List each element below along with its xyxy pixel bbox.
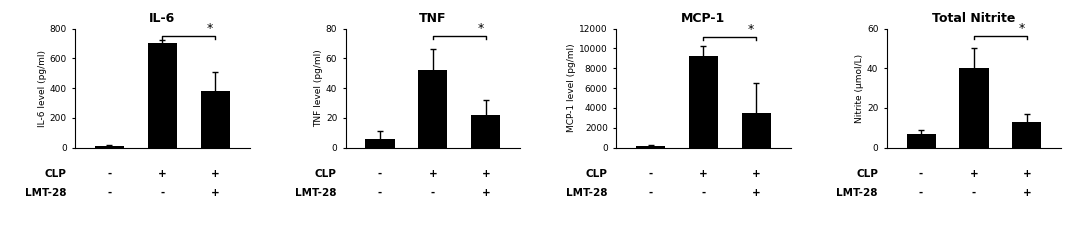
Y-axis label: Nitrite (μmol/L): Nitrite (μmol/L) [855, 54, 864, 123]
Bar [472, 115, 501, 148]
Text: -: - [649, 188, 653, 198]
Title: TNF: TNF [419, 12, 447, 25]
Text: +: + [1023, 188, 1031, 198]
Text: -: - [919, 169, 923, 179]
Y-axis label: MCP-1 level (pg/ml): MCP-1 level (pg/ml) [567, 44, 577, 132]
Text: +: + [970, 169, 979, 179]
Bar [689, 56, 718, 148]
Text: +: + [481, 169, 490, 179]
Text: +: + [211, 188, 220, 198]
Text: CLP: CLP [585, 169, 608, 179]
Text: +: + [751, 188, 761, 198]
Text: -: - [919, 188, 923, 198]
Text: CLP: CLP [857, 169, 878, 179]
Text: LMT-28: LMT-28 [25, 188, 66, 198]
Text: +: + [699, 169, 708, 179]
Text: LMT-28: LMT-28 [566, 188, 608, 198]
Text: -: - [107, 188, 111, 198]
Text: CLP: CLP [315, 169, 337, 179]
Text: +: + [429, 169, 437, 179]
Text: *: * [207, 22, 213, 35]
Text: CLP: CLP [44, 169, 66, 179]
Text: -: - [160, 188, 164, 198]
Text: +: + [1023, 169, 1031, 179]
Bar [1012, 122, 1041, 148]
Bar [959, 68, 988, 148]
Bar [148, 43, 177, 148]
Text: -: - [107, 169, 111, 179]
Text: -: - [377, 188, 382, 198]
Text: +: + [751, 169, 761, 179]
Text: *: * [748, 23, 755, 36]
Text: +: + [211, 169, 220, 179]
Text: -: - [431, 188, 435, 198]
Y-axis label: IL-6 level (pg/ml): IL-6 level (pg/ml) [38, 50, 47, 127]
Bar [95, 146, 124, 148]
Bar [366, 139, 394, 148]
Bar [742, 113, 771, 148]
Text: LMT-28: LMT-28 [836, 188, 878, 198]
Title: MCP-1: MCP-1 [682, 12, 726, 25]
Text: *: * [477, 22, 483, 35]
Y-axis label: TNF level (pg/ml): TNF level (pg/ml) [314, 49, 323, 127]
Text: -: - [701, 188, 705, 198]
Title: IL-6: IL-6 [149, 12, 176, 25]
Text: -: - [649, 169, 653, 179]
Text: +: + [158, 169, 166, 179]
Bar [907, 134, 936, 148]
Text: *: * [1018, 22, 1025, 35]
Bar [200, 91, 229, 148]
Text: LMT-28: LMT-28 [296, 188, 337, 198]
Text: -: - [377, 169, 382, 179]
Bar [418, 70, 447, 148]
Title: Total Nitrite: Total Nitrite [933, 12, 1015, 25]
Text: +: + [481, 188, 490, 198]
Text: -: - [972, 188, 977, 198]
Bar [636, 146, 665, 148]
